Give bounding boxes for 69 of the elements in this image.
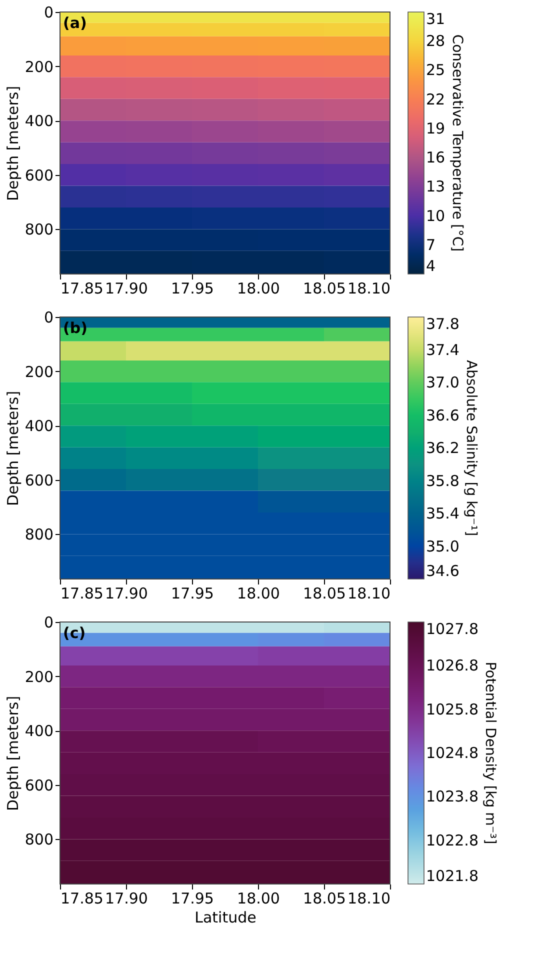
y-axis-title: Depth [meters] bbox=[4, 696, 22, 812]
x-tick-label: 17.90 bbox=[105, 890, 148, 908]
color-bar-label: 36.6 bbox=[426, 406, 460, 424]
color-bar-label: 35.0 bbox=[426, 537, 460, 556]
color-bar-label: 7 bbox=[426, 236, 436, 254]
x-tick-label: 17.90 bbox=[105, 584, 148, 602]
x-tick-label: 17.85 bbox=[60, 890, 104, 908]
x-tick-label: 17.95 bbox=[171, 280, 214, 298]
color-bar-label: 28 bbox=[426, 32, 446, 50]
color-bar-title: Conservative Temperature [°C] bbox=[449, 34, 465, 252]
y-tick-label: 0 bbox=[44, 4, 54, 22]
x-tick-label: 17.85 bbox=[60, 584, 104, 602]
color-bar-title: Absolute Salinity [g kg⁻¹] bbox=[463, 360, 479, 536]
y-tick-label: 800 bbox=[24, 220, 54, 239]
y-tick-label: 800 bbox=[24, 830, 54, 849]
color-bar-label: 16 bbox=[426, 148, 446, 167]
annotation: (c) bbox=[63, 624, 86, 642]
color-bar-label: 10 bbox=[426, 206, 446, 225]
color-bar-label: 1023.8 bbox=[426, 788, 478, 806]
color-bar-label: 34.6 bbox=[426, 562, 460, 580]
annotation: (b) bbox=[63, 319, 88, 337]
color-bar-label: 1025.8 bbox=[426, 700, 478, 718]
color-bar-label: 1024.8 bbox=[426, 744, 478, 762]
y-tick-label: 400 bbox=[24, 112, 54, 130]
x-tick-label: 18.00 bbox=[237, 280, 280, 298]
color-bar-label: 37.4 bbox=[426, 340, 460, 359]
color-bar-label: 4 bbox=[426, 257, 436, 275]
color-bar-label: 19 bbox=[426, 119, 446, 138]
annotation: (a) bbox=[63, 14, 87, 32]
y-tick-label: 600 bbox=[24, 776, 54, 794]
color-bar-label: 37.0 bbox=[426, 374, 460, 392]
y-tick-label: 400 bbox=[24, 722, 54, 740]
color-bar-label: 1027.8 bbox=[426, 620, 478, 638]
color-bar-label: 1026.8 bbox=[426, 656, 478, 675]
x-tick-label: 18.10 bbox=[348, 890, 390, 908]
color-bar-label: 37.8 bbox=[426, 315, 460, 333]
x-tick-label: 17.95 bbox=[171, 890, 214, 908]
x-tick-label: 17.85 bbox=[60, 280, 104, 298]
color-bar-label: 35.8 bbox=[426, 472, 460, 490]
y-tick-label: 0 bbox=[44, 308, 54, 326]
y-tick-label: 600 bbox=[24, 471, 54, 490]
y-tick-label: 200 bbox=[24, 58, 54, 76]
color-bar-label: 1022.8 bbox=[426, 831, 478, 850]
color-bar-label: 13 bbox=[426, 178, 446, 196]
color-bar-title: Potential Density [kg m⁻³] bbox=[482, 662, 498, 844]
y-axis-title: Depth [meters] bbox=[4, 86, 22, 202]
y-tick-label: 400 bbox=[24, 417, 54, 436]
x-tick-label: 18.05 bbox=[303, 280, 346, 298]
y-tick-label: 200 bbox=[24, 362, 54, 381]
x-tick-label: 18.05 bbox=[303, 890, 346, 908]
y-tick-label: 800 bbox=[24, 526, 54, 544]
color-bar-label: 1021.8 bbox=[426, 867, 478, 885]
x-tick-label: 18.05 bbox=[303, 584, 346, 602]
color-bar-label: 36.2 bbox=[426, 439, 460, 457]
y-axis-title: Depth [meters] bbox=[4, 390, 22, 506]
x-axis-title: Latitude bbox=[194, 908, 256, 926]
x-tick-label: 17.95 bbox=[171, 584, 214, 602]
color-bar-label: 22 bbox=[426, 90, 446, 108]
x-tick-label: 18.10 bbox=[348, 280, 390, 298]
y-tick-label: 200 bbox=[24, 668, 54, 686]
x-tick-label: 17.90 bbox=[105, 280, 148, 298]
x-tick-label: 18.00 bbox=[237, 584, 280, 602]
y-tick-label: 600 bbox=[24, 166, 54, 184]
x-tick-label: 18.00 bbox=[237, 890, 280, 908]
color-bar-label: 25 bbox=[426, 61, 446, 80]
x-tick-label: 18.10 bbox=[348, 584, 390, 602]
color-bar-label: 31 bbox=[426, 10, 446, 28]
color-bar-label: 35.4 bbox=[426, 504, 460, 522]
y-tick-label: 0 bbox=[44, 614, 54, 632]
